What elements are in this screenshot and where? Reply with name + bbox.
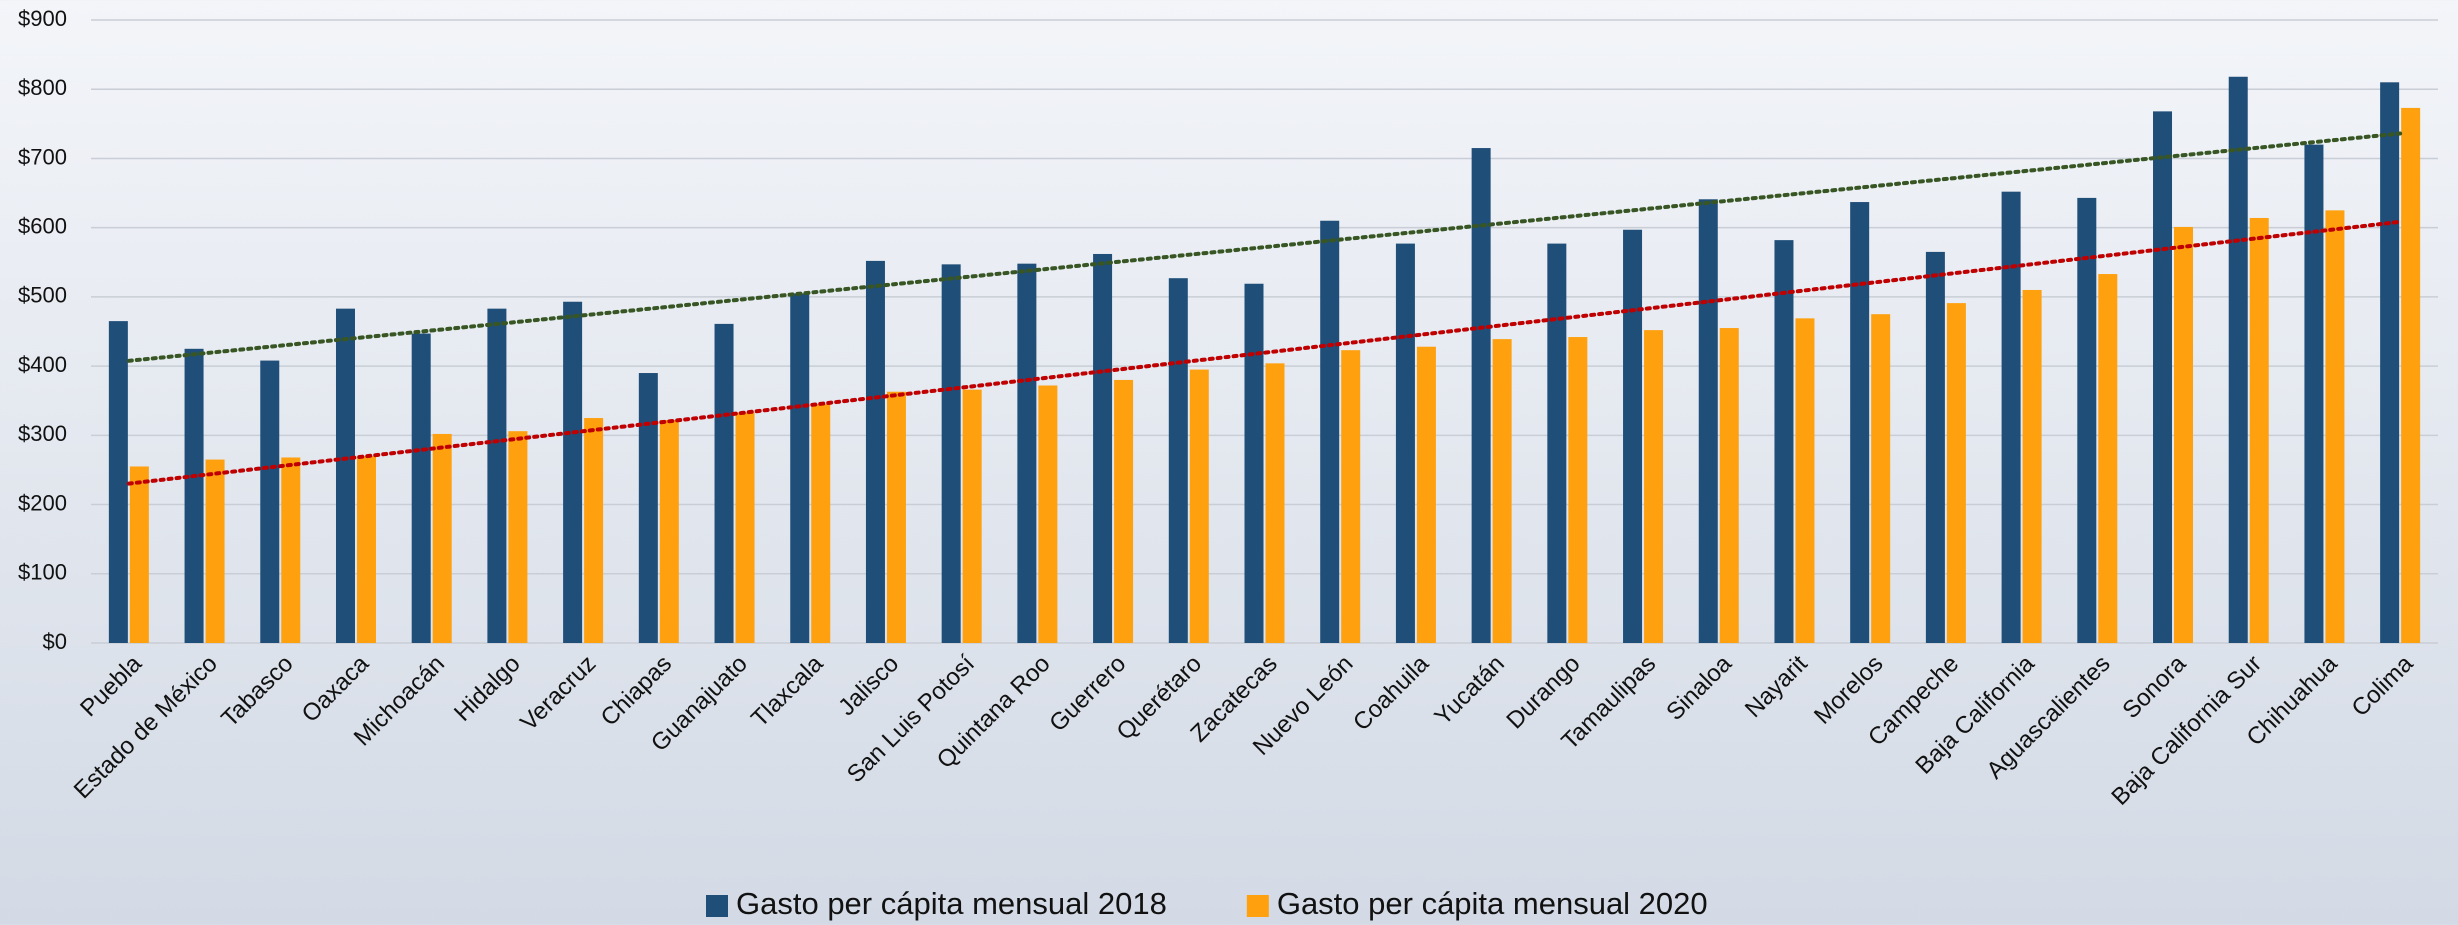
x-tick-label: Coahuila [1348,650,1435,737]
y-tick-label: $700 [18,144,67,169]
bar [432,433,452,643]
x-tick-label: Oaxaca [297,650,375,728]
bar [1719,328,1739,643]
bar [184,348,204,643]
bar [1320,220,1340,643]
trendline [126,219,2403,486]
bar [811,404,831,643]
y-tick-label: $600 [18,213,67,238]
bar [1093,253,1113,643]
bar [1189,369,1209,643]
bar [1038,385,1058,643]
bar [2098,274,2118,643]
x-tick-label: Sonora [2117,650,2191,724]
bar [1547,243,1567,644]
bar [1644,330,1664,643]
bar [941,264,961,643]
bar [411,333,431,643]
bar [638,373,658,643]
bar [2228,76,2248,644]
bar [563,301,583,643]
bar [1698,199,1718,643]
bar [260,360,280,643]
bar [1492,339,1512,643]
x-tick-label: Nayarit [1740,650,1813,723]
bar [508,431,528,643]
bar [2249,217,2269,643]
bar [584,418,604,643]
x-tick-label: Tlaxcala [746,650,829,733]
bar [335,308,355,643]
x-tick-label: Jalisco [833,650,904,721]
bar [1244,283,1264,643]
bar [790,293,810,643]
bar [865,260,885,643]
bar [2153,111,2173,643]
bar [1416,346,1436,643]
legend-swatch [1246,895,1269,917]
bar [129,466,149,643]
bar [735,412,755,643]
y-tick-label: $100 [18,560,67,585]
y-tick-label: $300 [18,421,67,446]
y-tick-label: $200 [18,490,67,515]
bar [1925,251,1945,643]
y-tick-label: $400 [18,352,67,377]
legend-label: Gasto per cápita mensual 2020 [1277,886,1708,921]
x-tick-label: Veracruz [515,650,601,736]
bar [2304,144,2324,643]
bar [659,420,679,643]
x-tick-label: Estado de México [69,650,223,804]
bar [2401,107,2421,643]
bar [714,323,734,643]
bar [2325,210,2345,643]
bar [1341,350,1361,643]
y-tick-label: $500 [18,283,67,308]
trendline [126,131,2403,363]
y-tick-label: $0 [43,629,67,654]
y-tick-label: $800 [18,75,67,100]
x-tick-label: Puebla [75,650,147,722]
legend-swatch [706,895,728,917]
bar [1017,263,1037,643]
bar [2022,289,2042,643]
bar [1774,240,1794,644]
bar [1795,318,1815,643]
legend-label: Gasto per cápita mensual 2018 [736,886,1167,921]
x-tick-label: Sinaloa [1661,650,1737,726]
bar [1871,314,1891,643]
bar [356,456,376,643]
x-tick-label: San Luis Potosí [842,650,980,788]
bar [1114,379,1134,643]
bar [886,391,906,643]
bar [1568,337,1588,643]
bar [1623,229,1643,643]
bar [962,389,982,643]
bar [1850,202,1870,643]
bar [1946,303,1966,643]
bar [1395,243,1415,644]
bar [1471,148,1491,644]
bar [108,321,128,643]
bar [1168,278,1188,643]
bar [2077,197,2097,643]
bar [205,459,225,643]
bar [2174,226,2194,644]
y-tick-label: $900 [18,6,67,31]
bar [487,308,507,643]
bar [281,457,301,643]
x-tick-label: Colima [2346,650,2418,722]
bar [2380,82,2400,644]
x-tick-label: Hidalgo [449,650,526,727]
bar [2001,191,2021,643]
x-tick-label: Yucatán [1429,650,1509,730]
bar [1265,363,1285,643]
x-tick-label: Tabasco [216,650,298,732]
